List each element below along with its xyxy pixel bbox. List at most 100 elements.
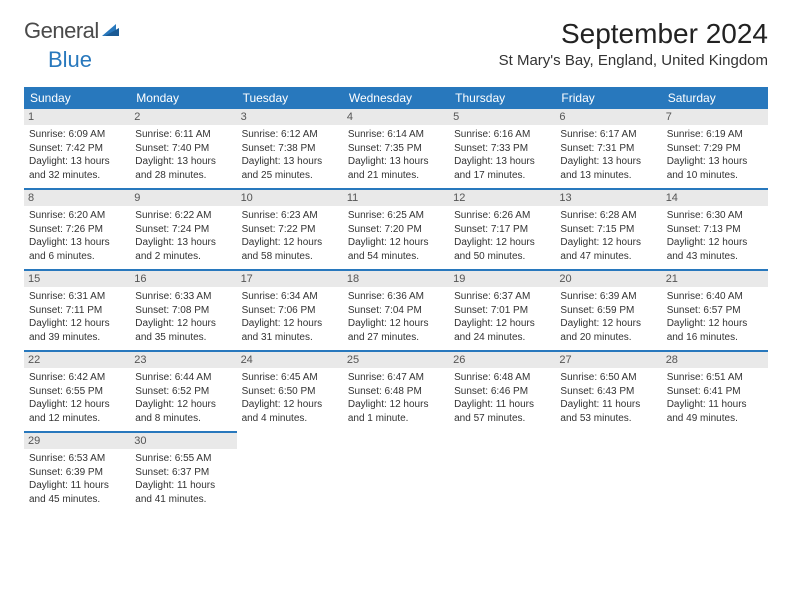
calendar-cell: 4 Sunrise: 6:14 AMSunset: 7:35 PMDaylight… (343, 109, 449, 189)
calendar-row: 29 Sunrise: 6:53 AMSunset: 6:39 PMDayligh… (24, 432, 768, 512)
logo-text-2: Blue (48, 47, 92, 73)
day-number: 21 (662, 271, 768, 287)
calendar-cell: 22 Sunrise: 6:42 AMSunset: 6:55 PMDayligh… (24, 351, 130, 432)
calendar-cell: 30Sunrise: 6:55 AMSunset: 6:37 PMDayligh… (130, 432, 236, 512)
day-info: Sunrise: 6:55 AMSunset: 6:37 PMDaylight:… (135, 452, 231, 506)
day-number: 17 (237, 271, 343, 287)
calendar-cell (343, 432, 449, 512)
weekday-header: Tuesday (237, 87, 343, 109)
day-info: Sunrise: 6:31 AMSunset: 7:11 PMDaylight:… (29, 290, 125, 344)
location: St Mary's Bay, England, United Kingdom (499, 52, 768, 69)
day-number: 20 (555, 271, 661, 287)
calendar-cell: 25Sunrise: 6:47 AMSunset: 6:48 PMDayligh… (343, 351, 449, 432)
calendar-cell: 17Sunrise: 6:34 AMSunset: 7:06 PMDayligh… (237, 270, 343, 351)
calendar-cell: 28 Sunrise: 6:51 AMSunset: 6:41 PMDayligh… (662, 351, 768, 432)
weekday-header: Friday (555, 87, 661, 109)
weekday-header: Sunday (24, 87, 130, 109)
day-info: Sunrise: 6:44 AMSunset: 6:52 PMDaylight:… (135, 371, 231, 425)
day-info: Sunrise: 6:17 AMSunset: 7:31 PMDaylight:… (560, 128, 656, 182)
day-info: Sunrise: 6:23 AMSunset: 7:22 PMDaylight:… (242, 209, 338, 263)
day-info: Sunrise: 6:16 AMSunset: 7:33 PMDaylight:… (454, 128, 550, 182)
day-info: Sunrise: 6:09 AMSunset: 7:42 PMDaylight:… (29, 128, 125, 182)
calendar-cell: 14Sunrise: 6:30 AMSunset: 7:13 PMDayligh… (662, 189, 768, 270)
calendar-cell: 1 Sunrise: 6:09 AMSunset: 7:42 PMDaylight… (24, 109, 130, 189)
day-number: 13 (555, 190, 661, 206)
day-number: 27 (555, 352, 661, 368)
day-number: 28 (662, 352, 768, 368)
calendar-row: 15Sunrise: 6:31 AMSunset: 7:11 PMDayligh… (24, 270, 768, 351)
calendar-cell: 20 Sunrise: 6:39 AMSunset: 6:59 PMDayligh… (555, 270, 661, 351)
calendar-cell: 24 Sunrise: 6:45 AMSunset: 6:50 PMDayligh… (237, 351, 343, 432)
day-info: Sunrise: 6:45 AMSunset: 6:50 PMDaylight:… (242, 371, 338, 425)
calendar-cell: 6 Sunrise: 6:17 AMSunset: 7:31 PMDaylight… (555, 109, 661, 189)
logo: General (24, 18, 120, 44)
calendar-cell: 23Sunrise: 6:44 AMSunset: 6:52 PMDayligh… (130, 351, 236, 432)
day-info: Sunrise: 6:25 AMSunset: 7:20 PMDaylight:… (348, 209, 444, 263)
month-title: September 2024 (499, 18, 768, 50)
day-number: 12 (449, 190, 555, 206)
day-info: Sunrise: 6:51 AMSunset: 6:41 PMDaylight:… (667, 371, 763, 425)
day-info: Sunrise: 6:37 AMSunset: 7:01 PMDaylight:… (454, 290, 550, 344)
weekday-header: Monday (130, 87, 236, 109)
day-info: Sunrise: 6:39 AMSunset: 6:59 PMDaylight:… (560, 290, 656, 344)
calendar-cell: 2 Sunrise: 6:11 AMSunset: 7:40 PMDaylight… (130, 109, 236, 189)
weekday-header: Thursday (449, 87, 555, 109)
day-info: Sunrise: 6:19 AMSunset: 7:29 PMDaylight:… (667, 128, 763, 182)
calendar-cell: 27 Sunrise: 6:50 AMSunset: 6:43 PMDayligh… (555, 351, 661, 432)
calendar-cell: 16Sunrise: 6:33 AMSunset: 7:08 PMDayligh… (130, 270, 236, 351)
day-info: Sunrise: 6:14 AMSunset: 7:35 PMDaylight:… (348, 128, 444, 182)
day-info: Sunrise: 6:53 AMSunset: 6:39 PMDaylight:… (29, 452, 125, 506)
calendar-cell: 29 Sunrise: 6:53 AMSunset: 6:39 PMDayligh… (24, 432, 130, 512)
calendar-row: 8 Sunrise: 6:20 AMSunset: 7:26 PMDaylight… (24, 189, 768, 270)
calendar-body: 1 Sunrise: 6:09 AMSunset: 7:42 PMDaylight… (24, 109, 768, 512)
day-info: Sunrise: 6:26 AMSunset: 7:17 PMDaylight:… (454, 209, 550, 263)
calendar-cell (662, 432, 768, 512)
day-info: Sunrise: 6:36 AMSunset: 7:04 PMDaylight:… (348, 290, 444, 344)
day-number: 19 (449, 271, 555, 287)
day-number: 10 (237, 190, 343, 206)
day-info: Sunrise: 6:40 AMSunset: 6:57 PMDaylight:… (667, 290, 763, 344)
calendar-cell: 13Sunrise: 6:28 AMSunset: 7:15 PMDayligh… (555, 189, 661, 270)
calendar-cell: 7 Sunrise: 6:19 AMSunset: 7:29 PMDaylight… (662, 109, 768, 189)
weekday-header: Saturday (662, 87, 768, 109)
day-info: Sunrise: 6:30 AMSunset: 7:13 PMDaylight:… (667, 209, 763, 263)
day-number: 22 (24, 352, 130, 368)
day-number: 3 (237, 109, 343, 125)
day-number: 26 (449, 352, 555, 368)
day-number: 29 (24, 433, 130, 449)
calendar-cell: 3 Sunrise: 6:12 AMSunset: 7:38 PMDaylight… (237, 109, 343, 189)
day-number: 4 (343, 109, 449, 125)
calendar-cell: 19 Sunrise: 6:37 AMSunset: 7:01 PMDayligh… (449, 270, 555, 351)
logo-text-1: General (24, 18, 99, 44)
title-block: September 2024 St Mary's Bay, England, U… (499, 18, 768, 69)
calendar-cell: 5Sunrise: 6:16 AMSunset: 7:33 PMDaylight… (449, 109, 555, 189)
day-info: Sunrise: 6:33 AMSunset: 7:08 PMDaylight:… (135, 290, 231, 344)
calendar-row: 22 Sunrise: 6:42 AMSunset: 6:55 PMDayligh… (24, 351, 768, 432)
logo-mark-icon (102, 18, 120, 44)
day-info: Sunrise: 6:47 AMSunset: 6:48 PMDaylight:… (348, 371, 444, 425)
day-info: Sunrise: 6:50 AMSunset: 6:43 PMDaylight:… (560, 371, 656, 425)
calendar-cell: 15Sunrise: 6:31 AMSunset: 7:11 PMDayligh… (24, 270, 130, 351)
calendar-cell: 8 Sunrise: 6:20 AMSunset: 7:26 PMDaylight… (24, 189, 130, 270)
calendar-cell: 21 Sunrise: 6:40 AMSunset: 6:57 PMDayligh… (662, 270, 768, 351)
weekday-header: Wednesday (343, 87, 449, 109)
day-info: Sunrise: 6:20 AMSunset: 7:26 PMDaylight:… (29, 209, 125, 263)
calendar-row: 1 Sunrise: 6:09 AMSunset: 7:42 PMDaylight… (24, 109, 768, 189)
day-number: 11 (343, 190, 449, 206)
day-number: 24 (237, 352, 343, 368)
day-number: 2 (130, 109, 236, 125)
calendar-table: Sunday Monday Tuesday Wednesday Thursday… (24, 87, 768, 512)
day-info: Sunrise: 6:12 AMSunset: 7:38 PMDaylight:… (242, 128, 338, 182)
day-number: 8 (24, 190, 130, 206)
calendar-cell (449, 432, 555, 512)
calendar-cell: 18Sunrise: 6:36 AMSunset: 7:04 PMDayligh… (343, 270, 449, 351)
calendar-cell (237, 432, 343, 512)
calendar-cell: 9Sunrise: 6:22 AMSunset: 7:24 PMDaylight… (130, 189, 236, 270)
calendar-cell: 11 Sunrise: 6:25 AMSunset: 7:20 PMDayligh… (343, 189, 449, 270)
day-number: 7 (662, 109, 768, 125)
day-number: 6 (555, 109, 661, 125)
day-info: Sunrise: 6:42 AMSunset: 6:55 PMDaylight:… (29, 371, 125, 425)
calendar-cell: 10 Sunrise: 6:23 AMSunset: 7:22 PMDayligh… (237, 189, 343, 270)
day-number: 1 (24, 109, 130, 125)
day-info: Sunrise: 6:11 AMSunset: 7:40 PMDaylight:… (135, 128, 231, 182)
